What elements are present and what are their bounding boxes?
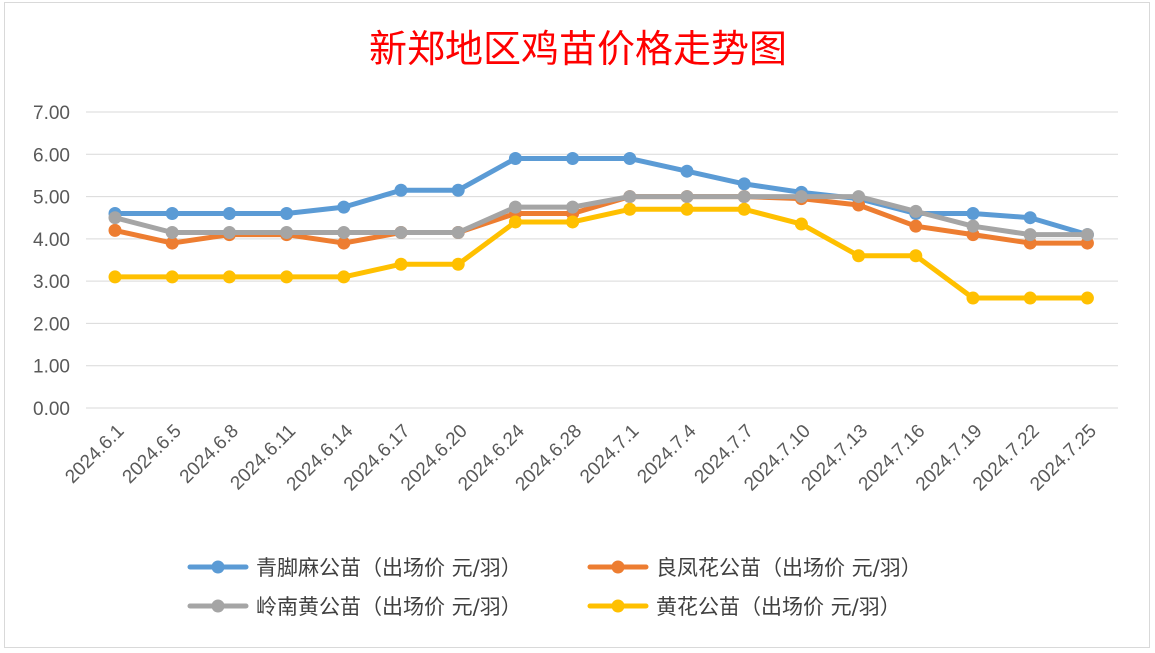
data-point xyxy=(394,226,408,240)
series-line xyxy=(112,206,1090,301)
data-point xyxy=(337,200,351,214)
data-point xyxy=(337,226,351,240)
series-3 xyxy=(108,190,1094,242)
data-point xyxy=(680,190,694,204)
data-point xyxy=(566,200,580,214)
legend-label: 岭南黄公苗（出场价 元/羽） xyxy=(256,595,522,619)
legend-item: 黄花公苗（出场价 元/羽） xyxy=(587,595,901,619)
legend-label: 黄花公苗（出场价 元/羽） xyxy=(656,595,901,619)
chart-title: 新郑地区鸡苗价格走势图 xyxy=(369,27,787,71)
data-point xyxy=(508,200,522,214)
data-point xyxy=(1023,291,1037,305)
data-point xyxy=(737,190,751,204)
y-tick-label: 4.00 xyxy=(33,230,70,251)
y-tick-label: 5.00 xyxy=(33,188,70,209)
data-point xyxy=(280,270,294,284)
data-point xyxy=(222,270,236,284)
data-point xyxy=(680,164,694,178)
x-tick-label: 2024.7.1 xyxy=(576,421,643,488)
x-axis-tick-labels: 2024.6.12024.6.52024.6.82024.6.112024.6.… xyxy=(61,420,1101,495)
legend-swatch-marker xyxy=(611,599,625,613)
data-point xyxy=(680,202,694,216)
data-point xyxy=(108,223,122,237)
x-tick-label: 2024.6.5 xyxy=(119,421,186,488)
chart-area xyxy=(4,2,1150,648)
data-point xyxy=(394,183,408,197)
data-point xyxy=(280,206,294,220)
legend-label: 青脚麻公苗（出场价 元/羽） xyxy=(256,556,522,580)
data-point xyxy=(794,217,808,231)
data-point xyxy=(165,236,179,250)
data-point xyxy=(1023,211,1037,225)
series-layer xyxy=(108,152,1094,305)
legend-swatch-marker xyxy=(211,599,225,613)
data-point xyxy=(451,226,465,240)
data-point xyxy=(966,291,980,305)
data-point xyxy=(1023,228,1037,242)
data-point xyxy=(1080,228,1094,242)
y-axis-tick-labels: 0.00 1.00 2.00 3.00 4.00 5.00 6.00 7.00 xyxy=(33,103,70,420)
data-point xyxy=(966,206,980,220)
data-point xyxy=(737,202,751,216)
y-tick-label: 2.00 xyxy=(33,314,70,335)
data-point xyxy=(222,206,236,220)
x-tick-label: 2024.7.4 xyxy=(633,420,700,487)
legend-swatch-marker xyxy=(611,560,625,574)
data-point xyxy=(909,249,923,263)
series-4 xyxy=(108,202,1094,305)
legend: 青脚麻公苗（出场价 元/羽） 良凤花公苗（出场价 元/羽） 岭南黄公苗（出场价 元/… xyxy=(187,556,922,619)
y-tick-label: 3.00 xyxy=(33,272,70,293)
data-point xyxy=(852,249,866,263)
data-point xyxy=(623,190,637,204)
data-point xyxy=(222,226,236,240)
legend-item: 岭南黄公苗（出场价 元/羽） xyxy=(187,595,522,619)
legend-item: 青脚麻公苗（出场价 元/羽） xyxy=(187,556,522,580)
data-point xyxy=(966,219,980,233)
data-point xyxy=(566,215,580,229)
legend-label: 良凤花公苗（出场价 元/羽） xyxy=(656,556,922,580)
data-point xyxy=(394,257,408,271)
data-point xyxy=(623,202,637,216)
x-tick-label: 2024.6.1 xyxy=(61,421,128,488)
data-point xyxy=(623,152,637,166)
data-point xyxy=(794,190,808,204)
data-point xyxy=(508,152,522,166)
data-point xyxy=(337,270,351,284)
y-tick-label: 6.00 xyxy=(33,145,70,166)
data-point xyxy=(108,270,122,284)
legend-item: 良凤花公苗（出场价 元/羽） xyxy=(587,556,922,580)
data-point xyxy=(909,204,923,218)
data-point xyxy=(852,190,866,204)
data-point xyxy=(737,177,751,191)
y-tick-label: 1.00 xyxy=(33,357,70,378)
data-point xyxy=(337,236,351,250)
data-point xyxy=(909,219,923,233)
y-tick-label: 7.00 xyxy=(33,103,70,124)
series-line xyxy=(112,194,1090,238)
data-point xyxy=(280,226,294,240)
data-point xyxy=(108,211,122,225)
data-point xyxy=(165,206,179,220)
data-point xyxy=(165,226,179,240)
gridlines xyxy=(86,111,1118,409)
data-point xyxy=(451,183,465,197)
data-point xyxy=(508,215,522,229)
y-tick-label: 0.00 xyxy=(33,399,70,420)
data-point xyxy=(165,270,179,284)
data-point xyxy=(1080,291,1094,305)
legend-swatch-marker xyxy=(211,560,225,574)
data-point xyxy=(566,152,580,166)
data-point xyxy=(451,257,465,271)
